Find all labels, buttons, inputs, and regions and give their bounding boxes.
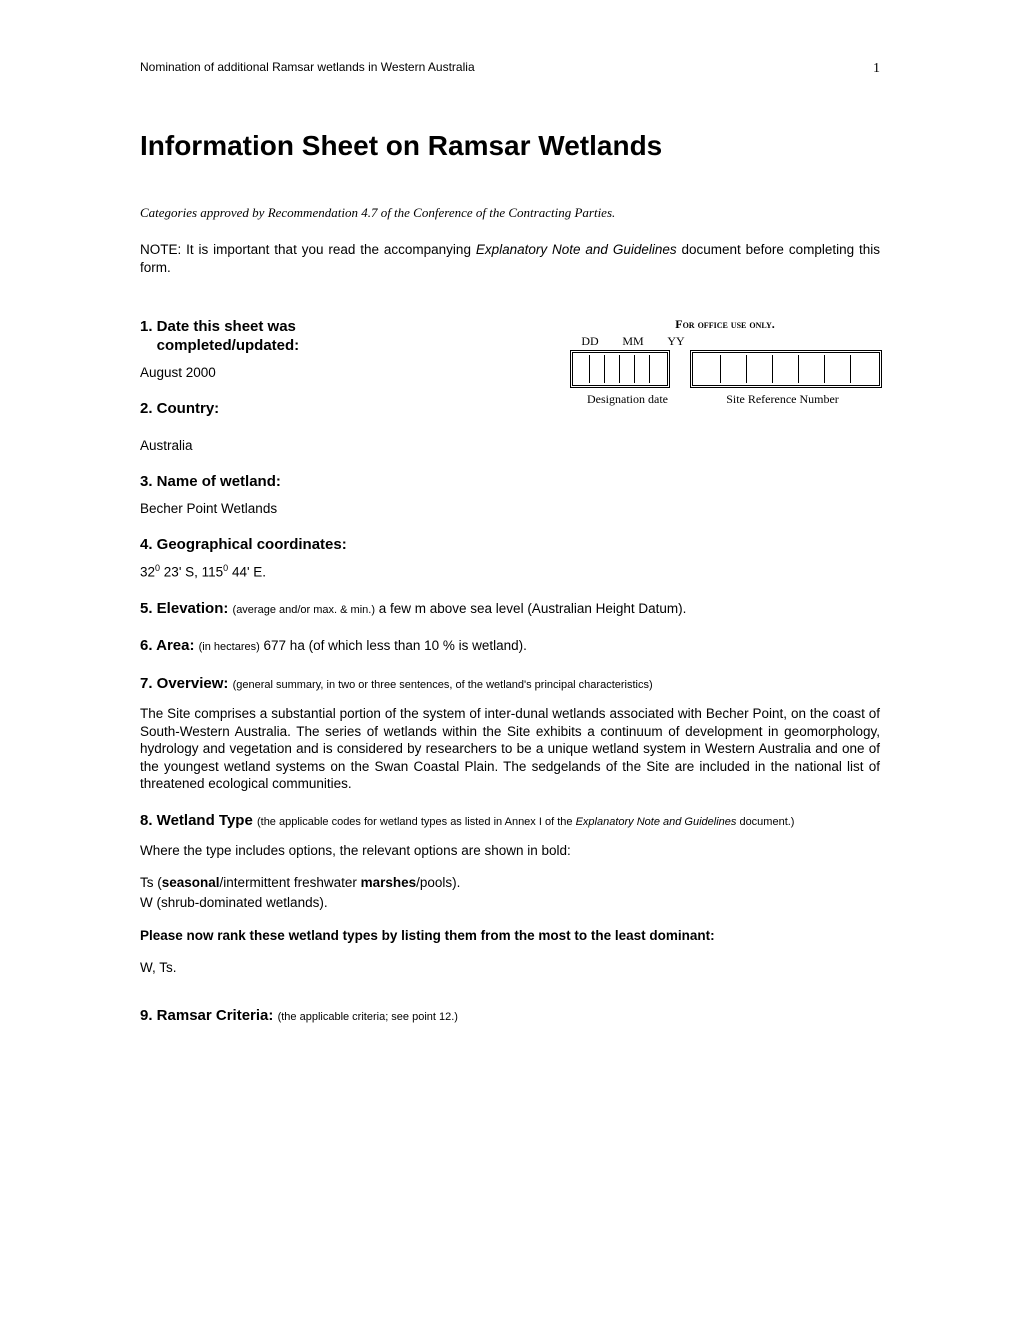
categories-note: Categories approved by Recommendation 4.… bbox=[140, 205, 880, 222]
section-7-para: The Site comprises a substantial portion… bbox=[140, 705, 880, 793]
box-row bbox=[570, 350, 880, 388]
coord-p3: 44' E. bbox=[228, 564, 266, 579]
ref-cell[interactable] bbox=[773, 355, 799, 383]
section-3-head: 3. Name of wetland: bbox=[140, 472, 880, 492]
s7-sub: (general summary, in two or three senten… bbox=[233, 679, 653, 691]
section-1-value: August 2000 bbox=[140, 364, 550, 382]
note-italic: Explanatory Note and Guidelines bbox=[476, 242, 677, 257]
s8-intro: Where the type includes options, the rel… bbox=[140, 842, 880, 860]
box-labels: Designation date Site Reference Number bbox=[570, 392, 880, 408]
ref-cell[interactable] bbox=[747, 355, 773, 383]
siteref-label: Site Reference Number bbox=[685, 392, 880, 408]
note-text: NOTE: It is important that you read the … bbox=[140, 241, 880, 276]
coord-p2: 23' S, 115 bbox=[160, 564, 223, 579]
s9-head: 9. Ramsar Criteria: bbox=[140, 1007, 278, 1024]
section-6: 6. Area: (in hectares) 677 ha (of which … bbox=[140, 636, 880, 656]
section-9-head-row: 9. Ramsar Criteria: (the applicable crit… bbox=[140, 1006, 880, 1026]
section-4-head: 4. Geographical coordinates: bbox=[140, 535, 880, 555]
date-cell[interactable] bbox=[590, 355, 605, 383]
ts-bold1: seasonal bbox=[162, 875, 220, 890]
s5-value: a few m above sea level (Australian Heig… bbox=[375, 601, 686, 616]
label-yy: YY bbox=[662, 334, 690, 350]
designation-date-boxes bbox=[570, 350, 670, 388]
coord-p1: 32 bbox=[140, 564, 155, 579]
s8-sub: (the applicable codes for wetland types … bbox=[257, 816, 795, 828]
page-number: 1 bbox=[873, 60, 880, 78]
page-header: Nomination of additional Ramsar wetlands… bbox=[140, 60, 880, 78]
section-4-value: 320 23' S, 1150 44' E. bbox=[140, 563, 880, 581]
s8-sub-p2: document.) bbox=[736, 816, 794, 828]
date-cell[interactable] bbox=[635, 355, 650, 383]
rank-value: W, Ts. bbox=[140, 959, 880, 977]
date-cell[interactable] bbox=[605, 355, 620, 383]
top-section: 1. Date this sheet was completed/updated… bbox=[140, 317, 880, 427]
date-labels: DD MM YY bbox=[576, 334, 880, 350]
date-cell[interactable] bbox=[650, 355, 665, 383]
s6-head: 6. Area: bbox=[140, 637, 199, 654]
note-prefix: NOTE: It is important that you read the … bbox=[140, 242, 476, 257]
rank-head: Please now rank these wetland types by l… bbox=[140, 927, 880, 945]
s5-head: 5. Elevation: bbox=[140, 600, 233, 617]
designation-label: Designation date bbox=[570, 392, 685, 408]
section-1-head: 1. Date this sheet was completed/updated… bbox=[140, 317, 550, 356]
s1-head-line2: completed/updated: bbox=[157, 337, 300, 354]
section-7-head-row: 7. Overview: (general summary, in two or… bbox=[140, 674, 880, 694]
main-title: Information Sheet on Ramsar Wetlands bbox=[140, 128, 880, 164]
section-2-value: Australia bbox=[140, 437, 880, 455]
type-ts: Ts (seasonal/intermittent freshwater mar… bbox=[140, 874, 880, 892]
s9-sub: (the applicable criteria; see point 12.) bbox=[278, 1011, 458, 1023]
s8-head: 8. Wetland Type bbox=[140, 812, 257, 829]
section-8-head-row: 8. Wetland Type (the applicable codes fo… bbox=[140, 811, 880, 831]
ref-cell[interactable] bbox=[695, 355, 721, 383]
label-dd: DD bbox=[576, 334, 604, 350]
ref-cell[interactable] bbox=[825, 355, 851, 383]
section-2-head: 2. Country: bbox=[140, 399, 550, 419]
s6-value: 677 ha (of which less than 10 % is wetla… bbox=[260, 638, 527, 653]
ref-cell[interactable] bbox=[721, 355, 747, 383]
ts-bold2: marshes bbox=[361, 875, 417, 890]
section-5: 5. Elevation: (average and/or max. & min… bbox=[140, 599, 880, 619]
s6-sub: (in hectares) bbox=[199, 641, 260, 653]
ts-mid: /intermittent freshwater bbox=[220, 875, 361, 890]
s5-sub: (average and/or max. & min.) bbox=[233, 604, 375, 616]
type-w: W (shrub-dominated wetlands). bbox=[140, 894, 880, 912]
s8-sub-italic: Explanatory Note and Guidelines bbox=[576, 816, 737, 828]
ts-suffix: /pools). bbox=[416, 875, 460, 890]
date-cell[interactable] bbox=[620, 355, 635, 383]
ref-cell[interactable] bbox=[799, 355, 825, 383]
ts-prefix: Ts ( bbox=[140, 875, 162, 890]
site-reference-boxes bbox=[690, 350, 882, 388]
ref-cell[interactable] bbox=[851, 355, 877, 383]
s8-sub-p1: (the applicable codes for wetland types … bbox=[257, 816, 576, 828]
section-3-value: Becher Point Wetlands bbox=[140, 500, 880, 518]
office-title: For office use only. bbox=[570, 317, 880, 333]
s7-head: 7. Overview: bbox=[140, 675, 233, 692]
left-column: 1. Date this sheet was completed/updated… bbox=[140, 317, 550, 427]
office-use-box: For office use only. DD MM YY bbox=[570, 317, 880, 408]
s1-head-line1: 1. Date this sheet was bbox=[140, 318, 296, 335]
date-cell[interactable] bbox=[575, 355, 590, 383]
header-title: Nomination of additional Ramsar wetlands… bbox=[140, 60, 475, 78]
label-mm: MM bbox=[619, 334, 647, 350]
